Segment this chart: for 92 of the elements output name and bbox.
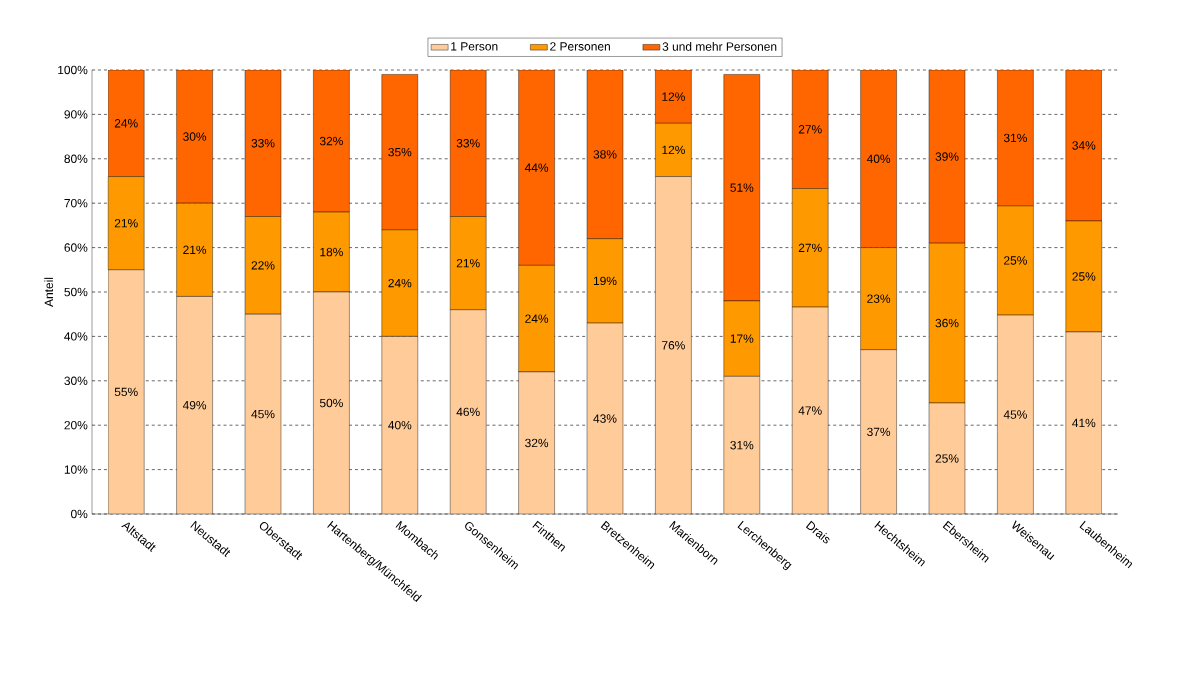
bar: [997, 315, 1034, 514]
legend-label: 2 Personen: [550, 42, 610, 51]
bar: [792, 307, 829, 514]
data-label: 55%: [114, 387, 138, 397]
bar: [929, 403, 965, 514]
y-tick-label: 20%: [64, 420, 88, 430]
bar: [860, 69, 897, 248]
bar: [245, 314, 281, 514]
y-tick-label: 30%: [64, 376, 88, 386]
data-label: 21%: [456, 258, 480, 268]
bar: [792, 69, 829, 189]
data-label: 36%: [935, 318, 959, 328]
bar: [587, 323, 623, 514]
data-label: 30%: [183, 132, 207, 141]
data-label: 51%: [730, 183, 754, 192]
bar: [313, 69, 350, 213]
bar: [655, 69, 692, 124]
y-tick-label: 10%: [64, 465, 88, 474]
bar: [313, 211, 350, 293]
bar: [928, 69, 966, 244]
bar: [176, 296, 213, 514]
y-axis-title: Anteil: [44, 277, 54, 307]
data-label: 49%: [182, 400, 207, 410]
data-label: 25%: [1072, 272, 1096, 281]
data-label: 76%: [662, 341, 685, 350]
bar: [381, 336, 418, 514]
y-tick-label: 100%: [58, 65, 88, 75]
bar: [723, 376, 760, 514]
data-label: 25%: [1004, 256, 1027, 265]
data-label: 21%: [183, 245, 207, 255]
data-label: 32%: [525, 438, 549, 448]
y-tick-label: 0%: [71, 509, 88, 519]
bar: [860, 349, 897, 514]
y-tick-label: 90%: [64, 110, 88, 119]
data-label: 40%: [388, 420, 412, 430]
bar: [655, 176, 692, 514]
bar: [586, 69, 624, 239]
bar: [518, 69, 555, 266]
data-label: 24%: [114, 119, 138, 128]
bar: [450, 309, 487, 514]
data-label: 12%: [662, 145, 685, 155]
data-label: 18%: [320, 247, 343, 257]
bar: [108, 269, 145, 514]
data-label: 38%: [593, 150, 617, 159]
data-label: 35%: [388, 147, 412, 157]
bar: [244, 69, 282, 217]
data-label: 27%: [798, 243, 822, 253]
data-label: 23%: [867, 294, 891, 303]
bar: [997, 69, 1034, 207]
bar: [450, 69, 487, 217]
bar: [313, 292, 350, 514]
data-label: 27%: [798, 125, 822, 134]
data-label: 44%: [524, 163, 549, 172]
bar: [108, 69, 145, 177]
bar: [1065, 331, 1102, 514]
data-label: 31%: [730, 440, 754, 450]
data-label: 34%: [1072, 141, 1096, 150]
data-label: 33%: [456, 139, 480, 148]
bar: [176, 203, 213, 297]
data-label: 47%: [798, 406, 822, 415]
y-tick-label: 80%: [64, 154, 88, 164]
y-tick-label: 40%: [64, 332, 88, 341]
data-label: 17%: [730, 334, 754, 343]
y-tick-label: 60%: [64, 243, 88, 252]
data-label: 45%: [251, 409, 275, 419]
data-label: 41%: [1072, 418, 1096, 428]
bar: [381, 74, 418, 231]
data-label: 31%: [1003, 133, 1027, 143]
data-label: 25%: [935, 454, 959, 463]
bar: [176, 69, 213, 204]
data-label: 21%: [114, 218, 138, 228]
y-tick-label: 50%: [64, 287, 88, 297]
data-label: 40%: [866, 154, 891, 164]
data-label: 12%: [662, 92, 685, 101]
data-label: 19%: [593, 276, 617, 286]
data-label: 39%: [935, 152, 959, 161]
data-label: 43%: [593, 414, 617, 423]
data-label: 46%: [456, 407, 480, 417]
data-label: 33%: [251, 139, 275, 148]
legend-label: 1 Person: [451, 42, 498, 51]
data-label: 22%: [251, 261, 275, 270]
bar: [518, 371, 555, 514]
data-label: 37%: [867, 427, 891, 437]
bar: [723, 74, 760, 302]
data-label: 50%: [319, 398, 343, 408]
legend-label: 3 und mehr Personen: [662, 42, 777, 51]
y-tick-label: 70%: [64, 198, 88, 208]
bar: [1065, 69, 1102, 222]
data-label: 32%: [319, 136, 343, 146]
data-label: 45%: [1003, 410, 1027, 419]
data-label: 24%: [388, 278, 412, 288]
data-label: 24%: [525, 314, 549, 323]
